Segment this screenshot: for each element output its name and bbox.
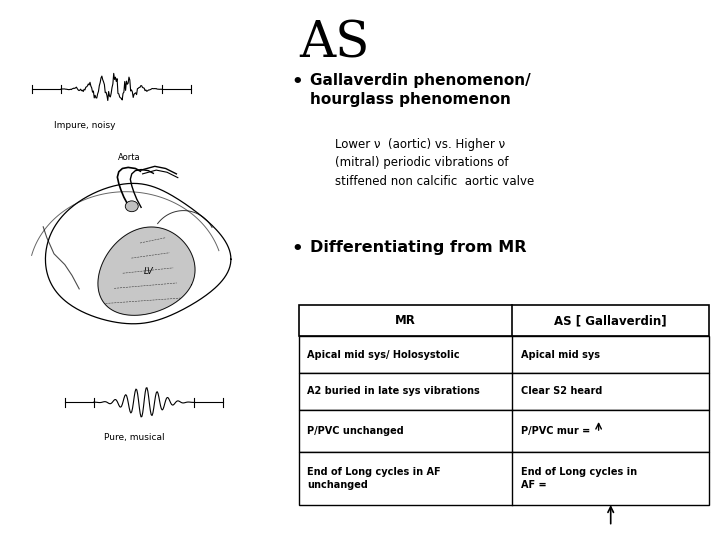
Text: Gallaverdin phenomenon/
hourglass phenomenon: Gallaverdin phenomenon/ hourglass phenom… [310, 73, 531, 107]
Text: •: • [292, 73, 303, 91]
Text: End of Long cycles in AF
unchanged: End of Long cycles in AF unchanged [307, 467, 441, 490]
Text: MR: MR [395, 314, 416, 327]
Text: P/PVC unchanged: P/PVC unchanged [307, 426, 404, 436]
Bar [299, 373, 709, 410]
Text: AS [ Gallaverdin]: AS [ Gallaverdin] [554, 314, 667, 327]
Bar [299, 305, 709, 336]
Ellipse shape [125, 201, 138, 212]
Text: Apical mid sys: Apical mid sys [521, 350, 600, 360]
Text: Aorta: Aorta [118, 153, 141, 162]
Bar [299, 410, 709, 452]
Text: Lower ν  (aortic) vs. Higher ν
(mitral) periodic vibrations of
stiffened non cal: Lower ν (aortic) vs. Higher ν (mitral) p… [335, 138, 534, 188]
Text: End of Long cycles in
AF =: End of Long cycles in AF = [521, 467, 637, 490]
Text: •: • [292, 240, 303, 258]
Text: P/PVC mur =: P/PVC mur = [521, 426, 590, 436]
Text: LV: LV [144, 267, 154, 275]
Text: AS: AS [299, 19, 369, 69]
Text: Apical mid sys/ Holosystolic: Apical mid sys/ Holosystolic [307, 350, 460, 360]
Bar [299, 336, 709, 373]
Text: Impure, noisy: Impure, noisy [54, 122, 115, 131]
Text: A2 buried in late sys vibrations: A2 buried in late sys vibrations [307, 387, 480, 396]
Text: Pure, musical: Pure, musical [104, 433, 165, 442]
Bar [299, 452, 709, 505]
Polygon shape [98, 227, 195, 315]
Text: Clear S2 heard: Clear S2 heard [521, 387, 602, 396]
Text: Differentiating from MR: Differentiating from MR [310, 240, 526, 255]
